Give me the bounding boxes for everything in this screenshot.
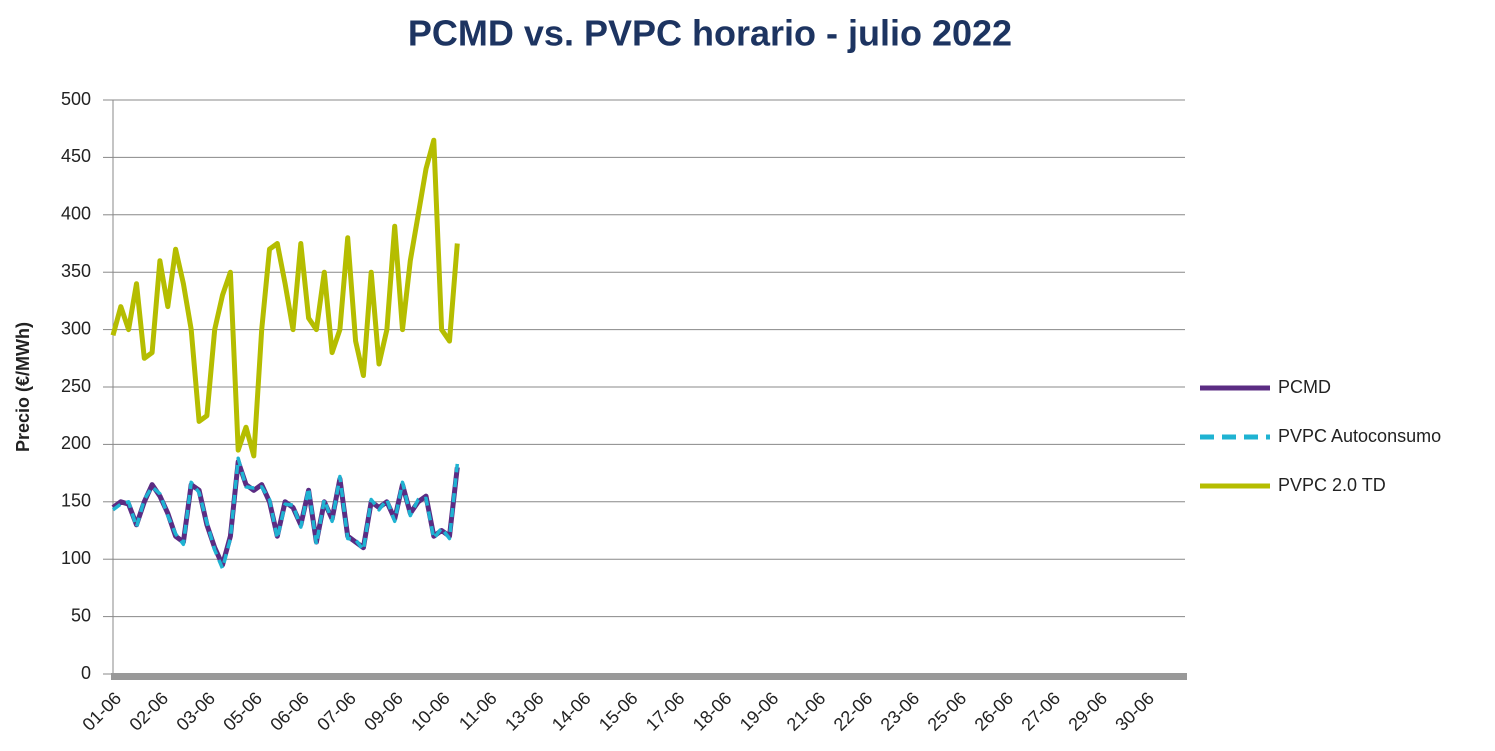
- y-tick-label: 250: [61, 376, 91, 396]
- y-tick-label: 450: [61, 146, 91, 166]
- y-tick-label: 100: [61, 548, 91, 568]
- x-tick-label: 23-06: [877, 688, 924, 735]
- x-tick-label: 27-06: [1017, 688, 1064, 735]
- y-tick-label: 0: [81, 663, 91, 683]
- y-tick-label: 150: [61, 491, 91, 511]
- series-line: [110, 137, 460, 459]
- x-tick-label: 26-06: [971, 688, 1018, 735]
- x-tick-label: 30-06: [1111, 688, 1158, 735]
- x-tick-label: 17-06: [642, 688, 689, 735]
- x-tick-label: 05-06: [219, 688, 266, 735]
- x-tick-label: 09-06: [360, 688, 407, 735]
- chart-title: PCMD vs. PVPC horario - julio 2022: [408, 13, 1012, 54]
- y-tick-label: 400: [61, 204, 91, 224]
- x-tick-label: 15-06: [595, 688, 642, 735]
- x-tick-label: 18-06: [689, 688, 736, 735]
- y-tick-label: 300: [61, 318, 91, 338]
- x-tick-label: 11-06: [455, 688, 501, 734]
- x-tick-label: 21-06: [783, 688, 830, 735]
- series-line: [111, 459, 460, 568]
- x-tick-label: 01-06: [78, 688, 125, 735]
- y-tick-label: 500: [61, 89, 91, 109]
- x-tick-label: 29-06: [1064, 688, 1111, 735]
- x-axis: [111, 673, 1187, 680]
- legend-label: PVPC 2.0 TD: [1278, 475, 1386, 495]
- x-tick-label: 07-06: [313, 688, 360, 735]
- series-line: [111, 456, 460, 571]
- legend-label: PCMD: [1278, 377, 1331, 397]
- x-tick-label: 14-06: [548, 688, 595, 735]
- x-tick-label: 06-06: [266, 688, 313, 735]
- x-tick-label: 22-06: [830, 688, 877, 735]
- x-tick-label: 03-06: [172, 688, 219, 735]
- y-tick-label: 200: [61, 433, 91, 453]
- legend-label: PVPC Autoconsumo: [1278, 426, 1441, 446]
- x-tick-label: 10-06: [407, 688, 454, 735]
- y-tick-label: 350: [61, 261, 91, 281]
- x-tick-label: 25-06: [924, 688, 971, 735]
- x-tick-label: 02-06: [125, 688, 172, 735]
- x-tick-label: 19-06: [736, 688, 783, 735]
- y-tick-label: 50: [71, 605, 91, 625]
- x-tick-label: 13-06: [501, 688, 548, 735]
- y-axis-label: Precio (€/MWh): [13, 322, 33, 452]
